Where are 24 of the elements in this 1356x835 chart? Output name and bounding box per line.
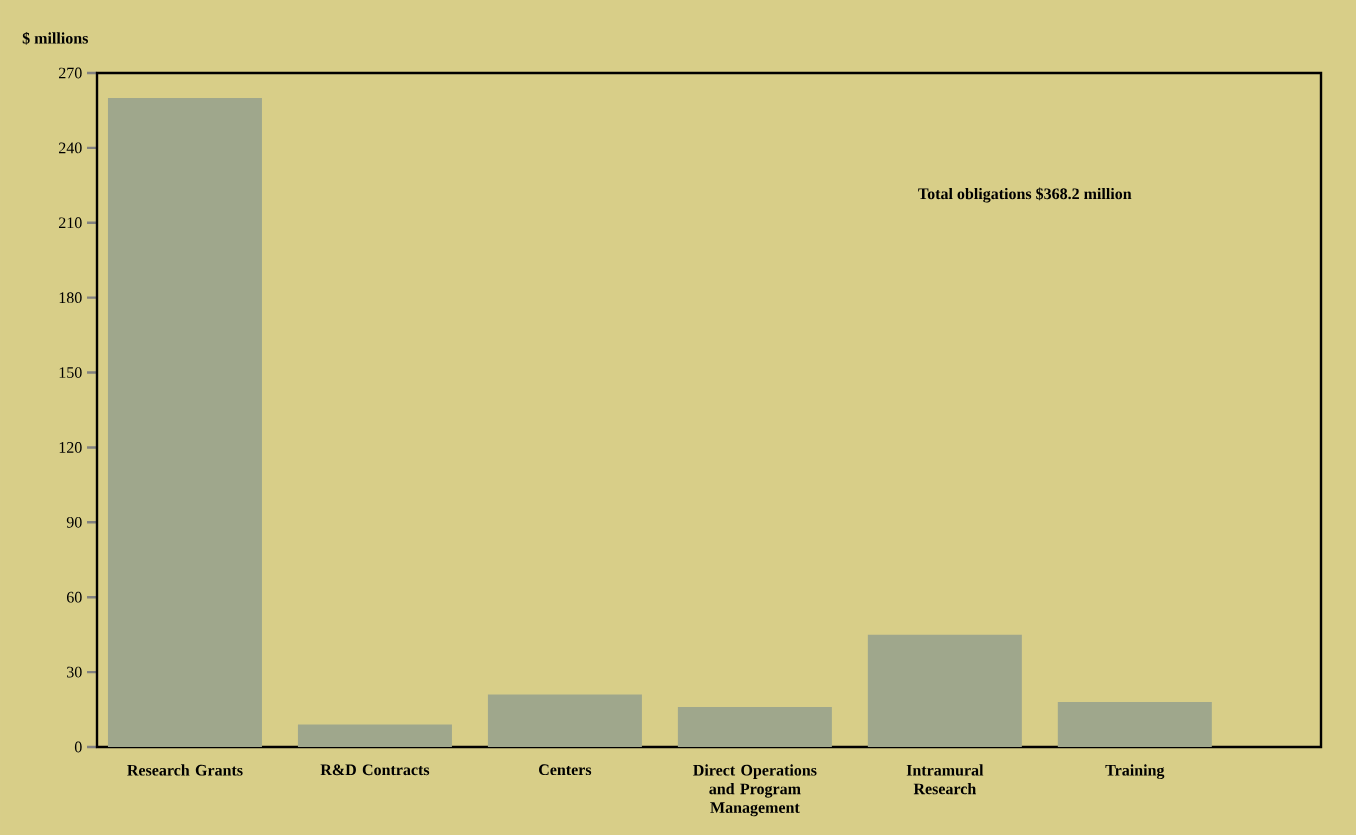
y-tick-label: 240	[59, 142, 82, 154]
x-tick-label: Centers	[539, 764, 592, 776]
y-tick-label: 90	[66, 516, 82, 528]
bar	[677, 707, 832, 747]
bar	[487, 694, 642, 747]
y-tick-label: 150	[59, 367, 82, 378]
x-tick-label: Intramural Research	[906, 764, 984, 795]
y-tick-label: 120	[59, 442, 82, 453]
annotation: Total obligations $368.2 million	[918, 187, 1132, 203]
x-tick-label: Research Grants	[127, 764, 243, 776]
bar	[107, 97, 262, 747]
y-tick-label: 60	[66, 591, 82, 603]
bar	[297, 724, 452, 747]
y-tick-label: 180	[59, 292, 82, 304]
y-tick-label: 0	[74, 741, 82, 753]
y-axis-title: $ millions	[22, 31, 89, 45]
x-tick-label: R&D Contracts	[320, 764, 430, 776]
bar	[867, 634, 1022, 747]
x-tick-label: Direct Operations and Program Management	[693, 764, 817, 817]
y-tick-label: 270	[59, 67, 82, 79]
y-tick-label: 30	[67, 666, 82, 678]
bar	[1057, 702, 1212, 747]
y-tick-label: 210	[59, 217, 82, 229]
x-tick-label: Training	[1105, 764, 1165, 779]
